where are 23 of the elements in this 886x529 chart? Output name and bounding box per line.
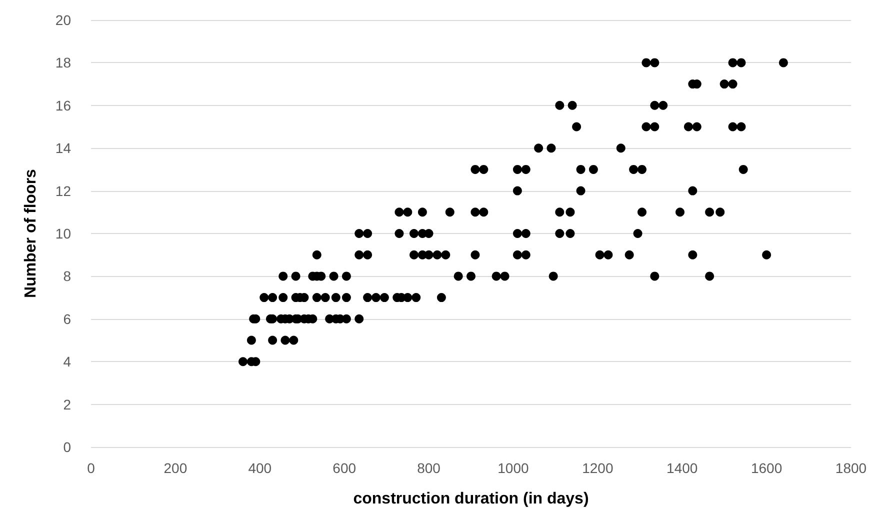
x-tick-label: 800 — [417, 460, 441, 476]
x-tick-label: 600 — [332, 460, 356, 476]
x-tick-label: 400 — [248, 460, 272, 476]
y-tick-label: 18 — [55, 54, 72, 71]
x-tick-label: 1000 — [498, 460, 529, 476]
y-axis-title: Number of floors — [22, 168, 40, 298]
x-tick-label: 1200 — [582, 460, 614, 476]
x-tick-label: 1600 — [750, 460, 782, 476]
x-tick-label: 1400 — [666, 460, 698, 476]
y-tick-label: 12 — [55, 182, 72, 199]
y-tick-label: 20 — [55, 12, 72, 28]
y-tick-label: 2 — [63, 396, 72, 412]
x-tick-label: 200 — [164, 460, 188, 476]
x-axis-title: construction duration (in days) — [353, 490, 589, 508]
y-tick-label: 10 — [55, 226, 72, 242]
x-tick-label: 1800 — [835, 460, 867, 476]
y-tick-label: 8 — [63, 268, 72, 284]
x-tick-label: 0 — [87, 460, 96, 476]
y-tick-label: 14 — [55, 140, 72, 156]
y-tick-label: 0 — [63, 439, 72, 455]
y-tick-label: 4 — [63, 354, 72, 370]
y-tick-label: 16 — [55, 97, 72, 114]
y-tick-label: 6 — [63, 310, 72, 327]
